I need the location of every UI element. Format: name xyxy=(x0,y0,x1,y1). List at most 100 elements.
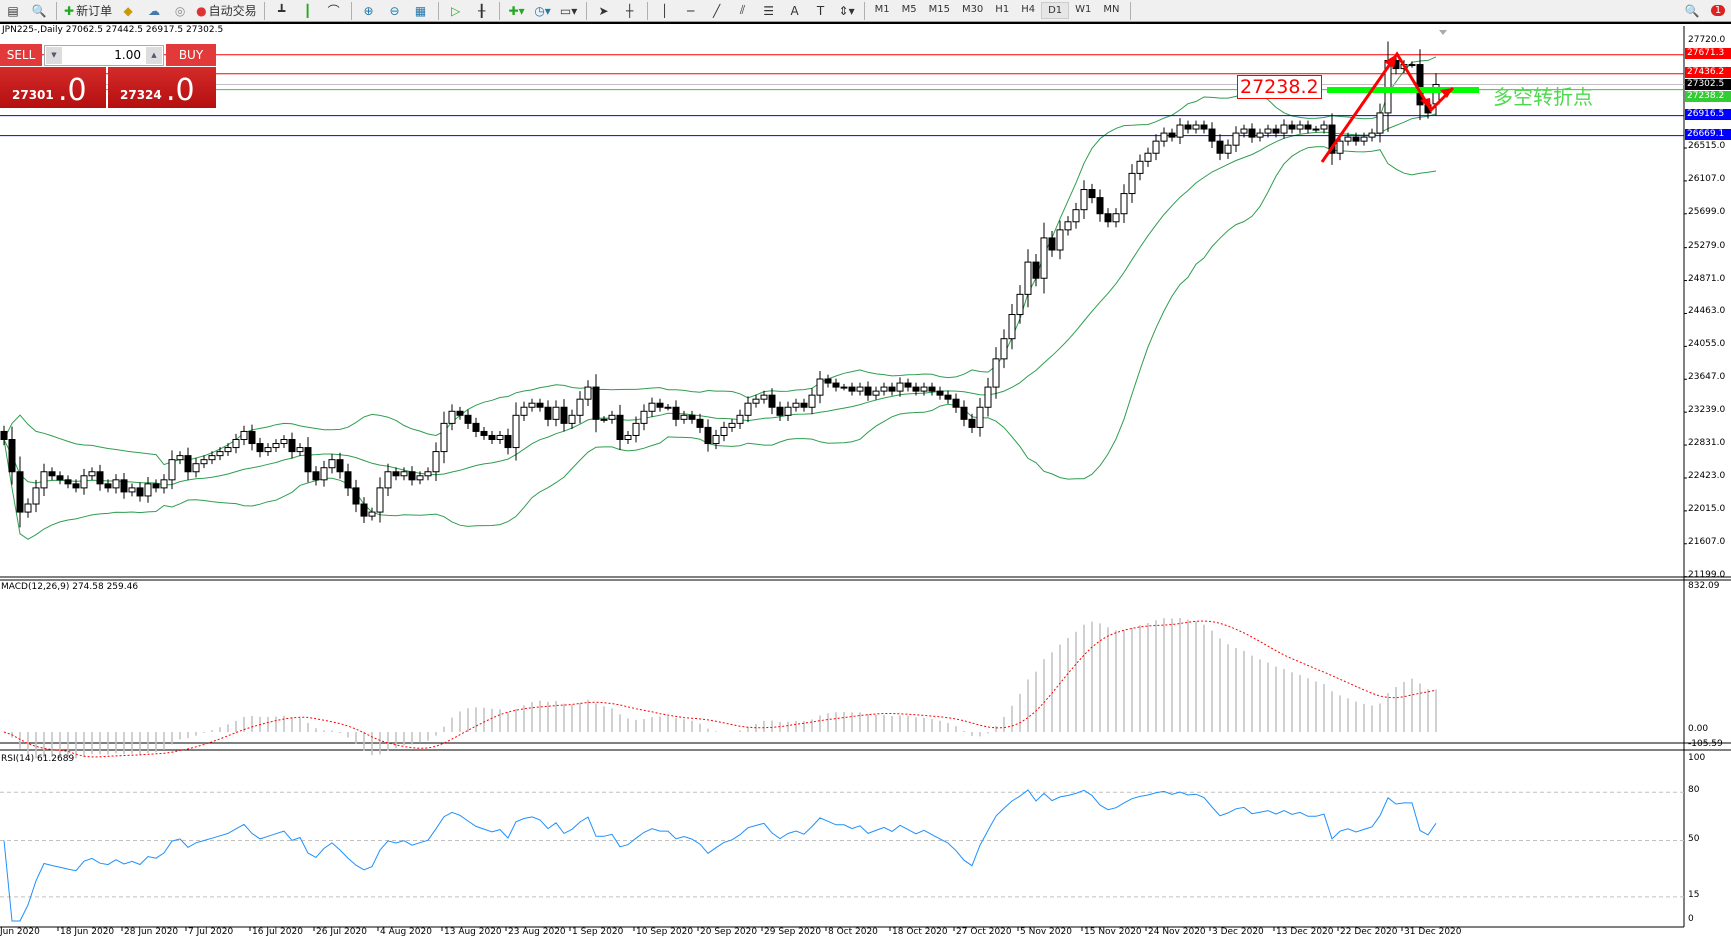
market-watch-icon[interactable]: 🔍 xyxy=(31,3,47,18)
vertical-line-icon[interactable]: │ xyxy=(660,3,669,18)
candle-body xyxy=(816,378,824,396)
candle-body xyxy=(336,459,344,473)
profiles-icon[interactable]: ▤ xyxy=(7,3,19,18)
candle-body xyxy=(1320,124,1328,130)
chart-canvas[interactable] xyxy=(0,24,1731,944)
chart-shift-icon[interactable]: ╂ xyxy=(477,3,486,18)
price-annotation-box[interactable]: 27238.2 xyxy=(1237,75,1322,99)
timeframe-h1[interactable]: H1 xyxy=(995,4,1010,15)
price-line-tag: 26916.5 xyxy=(1685,108,1731,120)
zoom-in-icon[interactable]: ⊕ xyxy=(363,3,374,18)
candle-body xyxy=(944,394,952,400)
candle-body xyxy=(968,418,976,428)
candle-body xyxy=(1200,124,1208,130)
candle-body xyxy=(656,402,664,408)
candle-body xyxy=(544,406,552,420)
line-chart-icon[interactable]: ⌒ xyxy=(327,4,340,18)
sell-price[interactable]: 27301 .0 xyxy=(0,67,106,108)
timeframe-group: M1 M5 M15 M30 H1 H4 D1 W1 MN xyxy=(869,2,1126,19)
crosshair-icon[interactable]: ┼ xyxy=(625,3,634,18)
equidistant-channel-icon[interactable]: ⫽ xyxy=(739,3,746,17)
candle-body xyxy=(1344,136,1352,142)
auto-scroll-icon[interactable]: ▷ xyxy=(450,3,461,18)
candle-body xyxy=(720,426,728,436)
bar-chart-icon[interactable]: ┻ xyxy=(277,3,286,18)
date-label: 18 Oct 2020 xyxy=(892,927,948,937)
candle-body xyxy=(616,414,624,441)
candle-body xyxy=(600,418,608,421)
notifications-icon[interactable]: 1 xyxy=(1708,1,1728,20)
cursor-icon[interactable]: ➤ xyxy=(598,3,609,18)
candle-body xyxy=(392,471,400,477)
lot-decrease-button[interactable]: ▼ xyxy=(46,47,62,64)
zoom-out-icon[interactable]: ⊖ xyxy=(389,3,400,18)
lot-size-value: 1.00 xyxy=(114,48,141,62)
signals-icon[interactable]: ◎ xyxy=(174,3,186,18)
price-tick-label: 24871.0 xyxy=(1688,273,1726,284)
candle-body xyxy=(1256,132,1264,138)
rsi-axis-label: 15 xyxy=(1688,889,1700,900)
lot-size-input[interactable]: ▼ 1.00 ▲ xyxy=(44,45,164,66)
candle-body xyxy=(112,479,120,489)
buy-button[interactable]: BUY xyxy=(166,44,216,66)
candle-body xyxy=(1032,261,1040,279)
candle-body xyxy=(696,418,704,428)
price-line-tag: 27436.2 xyxy=(1685,66,1731,78)
rsi-line xyxy=(3,789,1437,922)
chart-window[interactable] xyxy=(0,22,1731,944)
new-order-button[interactable]: ✚ 新订单 xyxy=(64,3,113,19)
candle-body xyxy=(432,451,440,473)
buy-price[interactable]: 27324 .0 xyxy=(108,67,216,108)
auto-trading-button[interactable]: ● 自动交易 xyxy=(196,3,257,19)
candle-body xyxy=(344,471,352,489)
bollinger-lower xyxy=(3,146,1437,540)
candle-body xyxy=(1280,124,1288,134)
trendline-icon[interactable]: ╱ xyxy=(712,3,721,18)
candle-body xyxy=(376,487,384,513)
timeframe-m30[interactable]: M30 xyxy=(961,4,984,15)
candle-body xyxy=(384,471,392,489)
candlestick-icon[interactable]: ┃ xyxy=(303,3,312,18)
tile-windows-icon[interactable]: ▦ xyxy=(414,3,427,18)
text-label-icon[interactable]: T xyxy=(816,3,825,18)
candle-body xyxy=(400,471,408,477)
horizontal-line-icon[interactable]: ─ xyxy=(686,3,695,18)
search-icon[interactable]: 🔍 xyxy=(1684,3,1700,18)
arrows-icon[interactable]: ⇕▾ xyxy=(838,3,855,18)
timeframe-m15[interactable]: M15 xyxy=(928,4,950,15)
candle-body xyxy=(56,475,64,481)
timeframe-h4[interactable]: H4 xyxy=(1021,4,1036,15)
candle-body xyxy=(424,471,432,477)
candle-body xyxy=(752,398,760,404)
indicators-icon[interactable]: ✚▾ xyxy=(508,3,525,18)
timeframe-mn[interactable]: MN xyxy=(1103,4,1120,15)
candle-body xyxy=(1112,213,1120,223)
lot-increase-button[interactable]: ▲ xyxy=(146,47,162,64)
date-label: 1 Sep 2020 xyxy=(572,927,624,937)
date-label: 29 Sep 2020 xyxy=(764,927,822,937)
timeframe-d1[interactable]: D1 xyxy=(1041,2,1070,19)
candle-body xyxy=(680,414,688,420)
candle-body xyxy=(104,483,112,489)
sell-button[interactable]: SELL xyxy=(0,44,42,66)
templates-icon[interactable]: ▭▾ xyxy=(559,3,578,18)
timeframe-m1[interactable]: M1 xyxy=(874,4,890,15)
periods-icon[interactable]: ◷▾ xyxy=(534,3,551,18)
candle-body xyxy=(200,459,208,465)
navigator-icon[interactable]: ☁ xyxy=(148,3,161,18)
timeframe-m5[interactable]: M5 xyxy=(901,4,917,15)
candle-body xyxy=(664,406,672,409)
metaeditor-icon[interactable]: ◆ xyxy=(123,3,133,18)
candle-body xyxy=(1136,160,1144,174)
candle-body xyxy=(440,422,448,453)
timeframe-w1[interactable]: W1 xyxy=(1075,4,1092,15)
candle-body xyxy=(488,434,496,441)
candle-body xyxy=(976,406,984,428)
candle-body xyxy=(1232,132,1240,146)
fibonacci-icon[interactable]: ☰ xyxy=(763,3,774,18)
chart-shift-marker xyxy=(1439,30,1447,35)
candle-body xyxy=(1000,338,1008,360)
pivot-point-text[interactable]: 多空转折点 xyxy=(1493,85,1593,109)
toolbar-divider xyxy=(646,1,648,20)
text-icon[interactable]: A xyxy=(790,3,799,18)
